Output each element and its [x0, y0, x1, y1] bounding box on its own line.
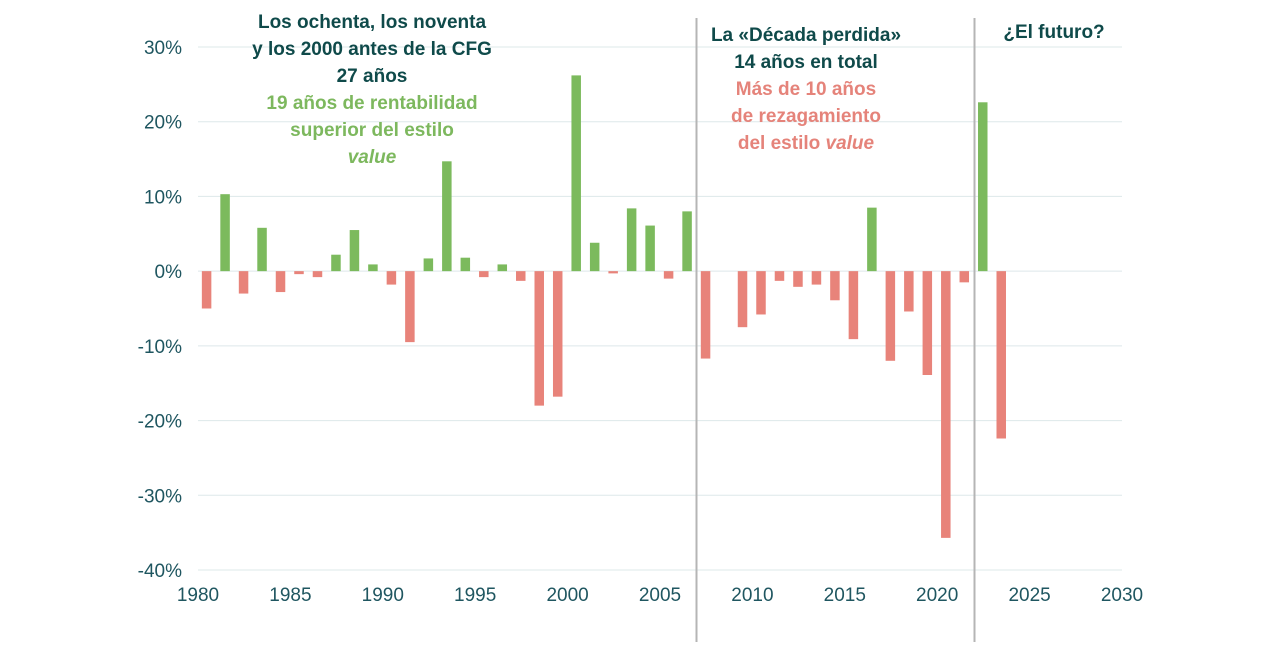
annotation-era-3: ¿El futuro?	[984, 19, 1124, 46]
bar-1984	[275, 271, 286, 293]
bar-1983	[257, 227, 267, 272]
x-axis-labels: 1980 1985 1990 1995 2000 2005 2010 2015 2020 2025…	[177, 585, 1143, 606]
x-tick-label: 1995	[454, 585, 496, 606]
bar-1990	[386, 271, 397, 285]
bar-2016	[867, 207, 877, 272]
bar-2022	[978, 102, 988, 272]
bar-2017	[885, 271, 896, 361]
era1-years: 27 años	[336, 66, 408, 87]
bar-1994	[460, 257, 471, 272]
x-tick-label: 1990	[362, 585, 404, 606]
bar-1980	[201, 271, 212, 309]
bar-2002	[608, 271, 618, 274]
y-tick-label: -30%	[138, 486, 182, 507]
bars	[201, 75, 1006, 538]
y-tick-label: -40%	[138, 561, 182, 582]
era1-title-line2: y los 2000 antes de la CFG	[252, 39, 492, 60]
bar-1985	[294, 271, 304, 275]
era1-note-line1: 19 años de rentabilidad	[266, 93, 478, 114]
bar-2015	[848, 271, 859, 340]
y-tick-label: 20%	[144, 113, 182, 134]
y-tick-label: -20%	[138, 412, 182, 433]
bar-1988	[349, 230, 360, 272]
bar-2007	[700, 271, 711, 359]
bar-1989	[368, 264, 378, 272]
bar-1998	[534, 271, 544, 406]
annotation-era-2: La «Década perdida» 14 años en total Más…	[676, 22, 936, 157]
bar-1993	[442, 161, 452, 272]
era2-note-line3-text: del estilo	[737, 133, 826, 154]
annotation-era-1: Los ochenta, los noventa y los 2000 ante…	[222, 9, 522, 171]
bar-2023	[996, 271, 1006, 439]
x-tick-label: 2000	[546, 585, 588, 606]
x-tick-label: 2005	[639, 585, 681, 606]
bar-2019	[922, 271, 933, 375]
bar-1991	[405, 271, 415, 343]
bar-2013	[811, 271, 822, 285]
x-tick-label: 2015	[824, 585, 866, 606]
era2-note-line1: Más de 10 años	[735, 79, 877, 100]
era2-note-line3-italic: value	[825, 133, 875, 154]
bar-2009	[737, 271, 748, 328]
bar-1997	[516, 271, 526, 281]
bar-2005	[663, 271, 674, 279]
x-tick-label: 2020	[916, 585, 958, 606]
bar-1992	[423, 258, 434, 272]
x-tick-label: 2010	[731, 585, 773, 606]
y-axis-labels: -40% -30% -20% -10% 0% 10% 20% 30%	[138, 38, 182, 582]
bar-1987	[331, 254, 341, 272]
x-tick-label: 1985	[269, 585, 311, 606]
y-tick-label: 10%	[144, 187, 182, 208]
bar-2006	[682, 211, 692, 272]
era2-note-line2: de rezagamiento	[731, 106, 881, 127]
y-tick-label: 30%	[144, 38, 182, 59]
era2-title: La «Década perdida»	[710, 25, 902, 46]
bar-2020	[941, 271, 951, 538]
era1-note-line2: superior del estilo	[290, 120, 454, 141]
bar-2001	[589, 242, 600, 272]
bar-2014	[830, 271, 840, 301]
x-tick-label: 1980	[177, 585, 219, 606]
bar-1995	[479, 271, 489, 278]
era-dividers	[695, 18, 976, 642]
y-tick-label: 0%	[155, 262, 183, 283]
bar-2004	[645, 225, 655, 272]
bar-1981	[220, 194, 230, 272]
bar-2011	[774, 271, 785, 281]
bar-1982	[238, 271, 249, 294]
bar-2021	[959, 271, 970, 283]
era1-note-line3: value	[347, 147, 397, 168]
x-tick-label: 2030	[1101, 585, 1143, 606]
bar-2010	[756, 271, 766, 315]
x-tick-label: 2025	[1008, 585, 1050, 606]
era1-title-line1: Los ochenta, los noventa	[257, 12, 487, 33]
bar-2012	[793, 271, 803, 287]
bar-2003	[626, 208, 637, 272]
era3-title: ¿El futuro?	[1003, 22, 1105, 43]
y-tick-label: -10%	[138, 337, 182, 358]
era2-note-line3: del estilo value	[676, 130, 936, 157]
bar-1999	[552, 271, 563, 397]
bar-1996	[497, 264, 508, 272]
bar-2000	[571, 75, 581, 272]
bar-2018	[904, 271, 914, 312]
era2-years: 14 años en total	[734, 52, 878, 73]
bar-1986	[312, 271, 323, 278]
